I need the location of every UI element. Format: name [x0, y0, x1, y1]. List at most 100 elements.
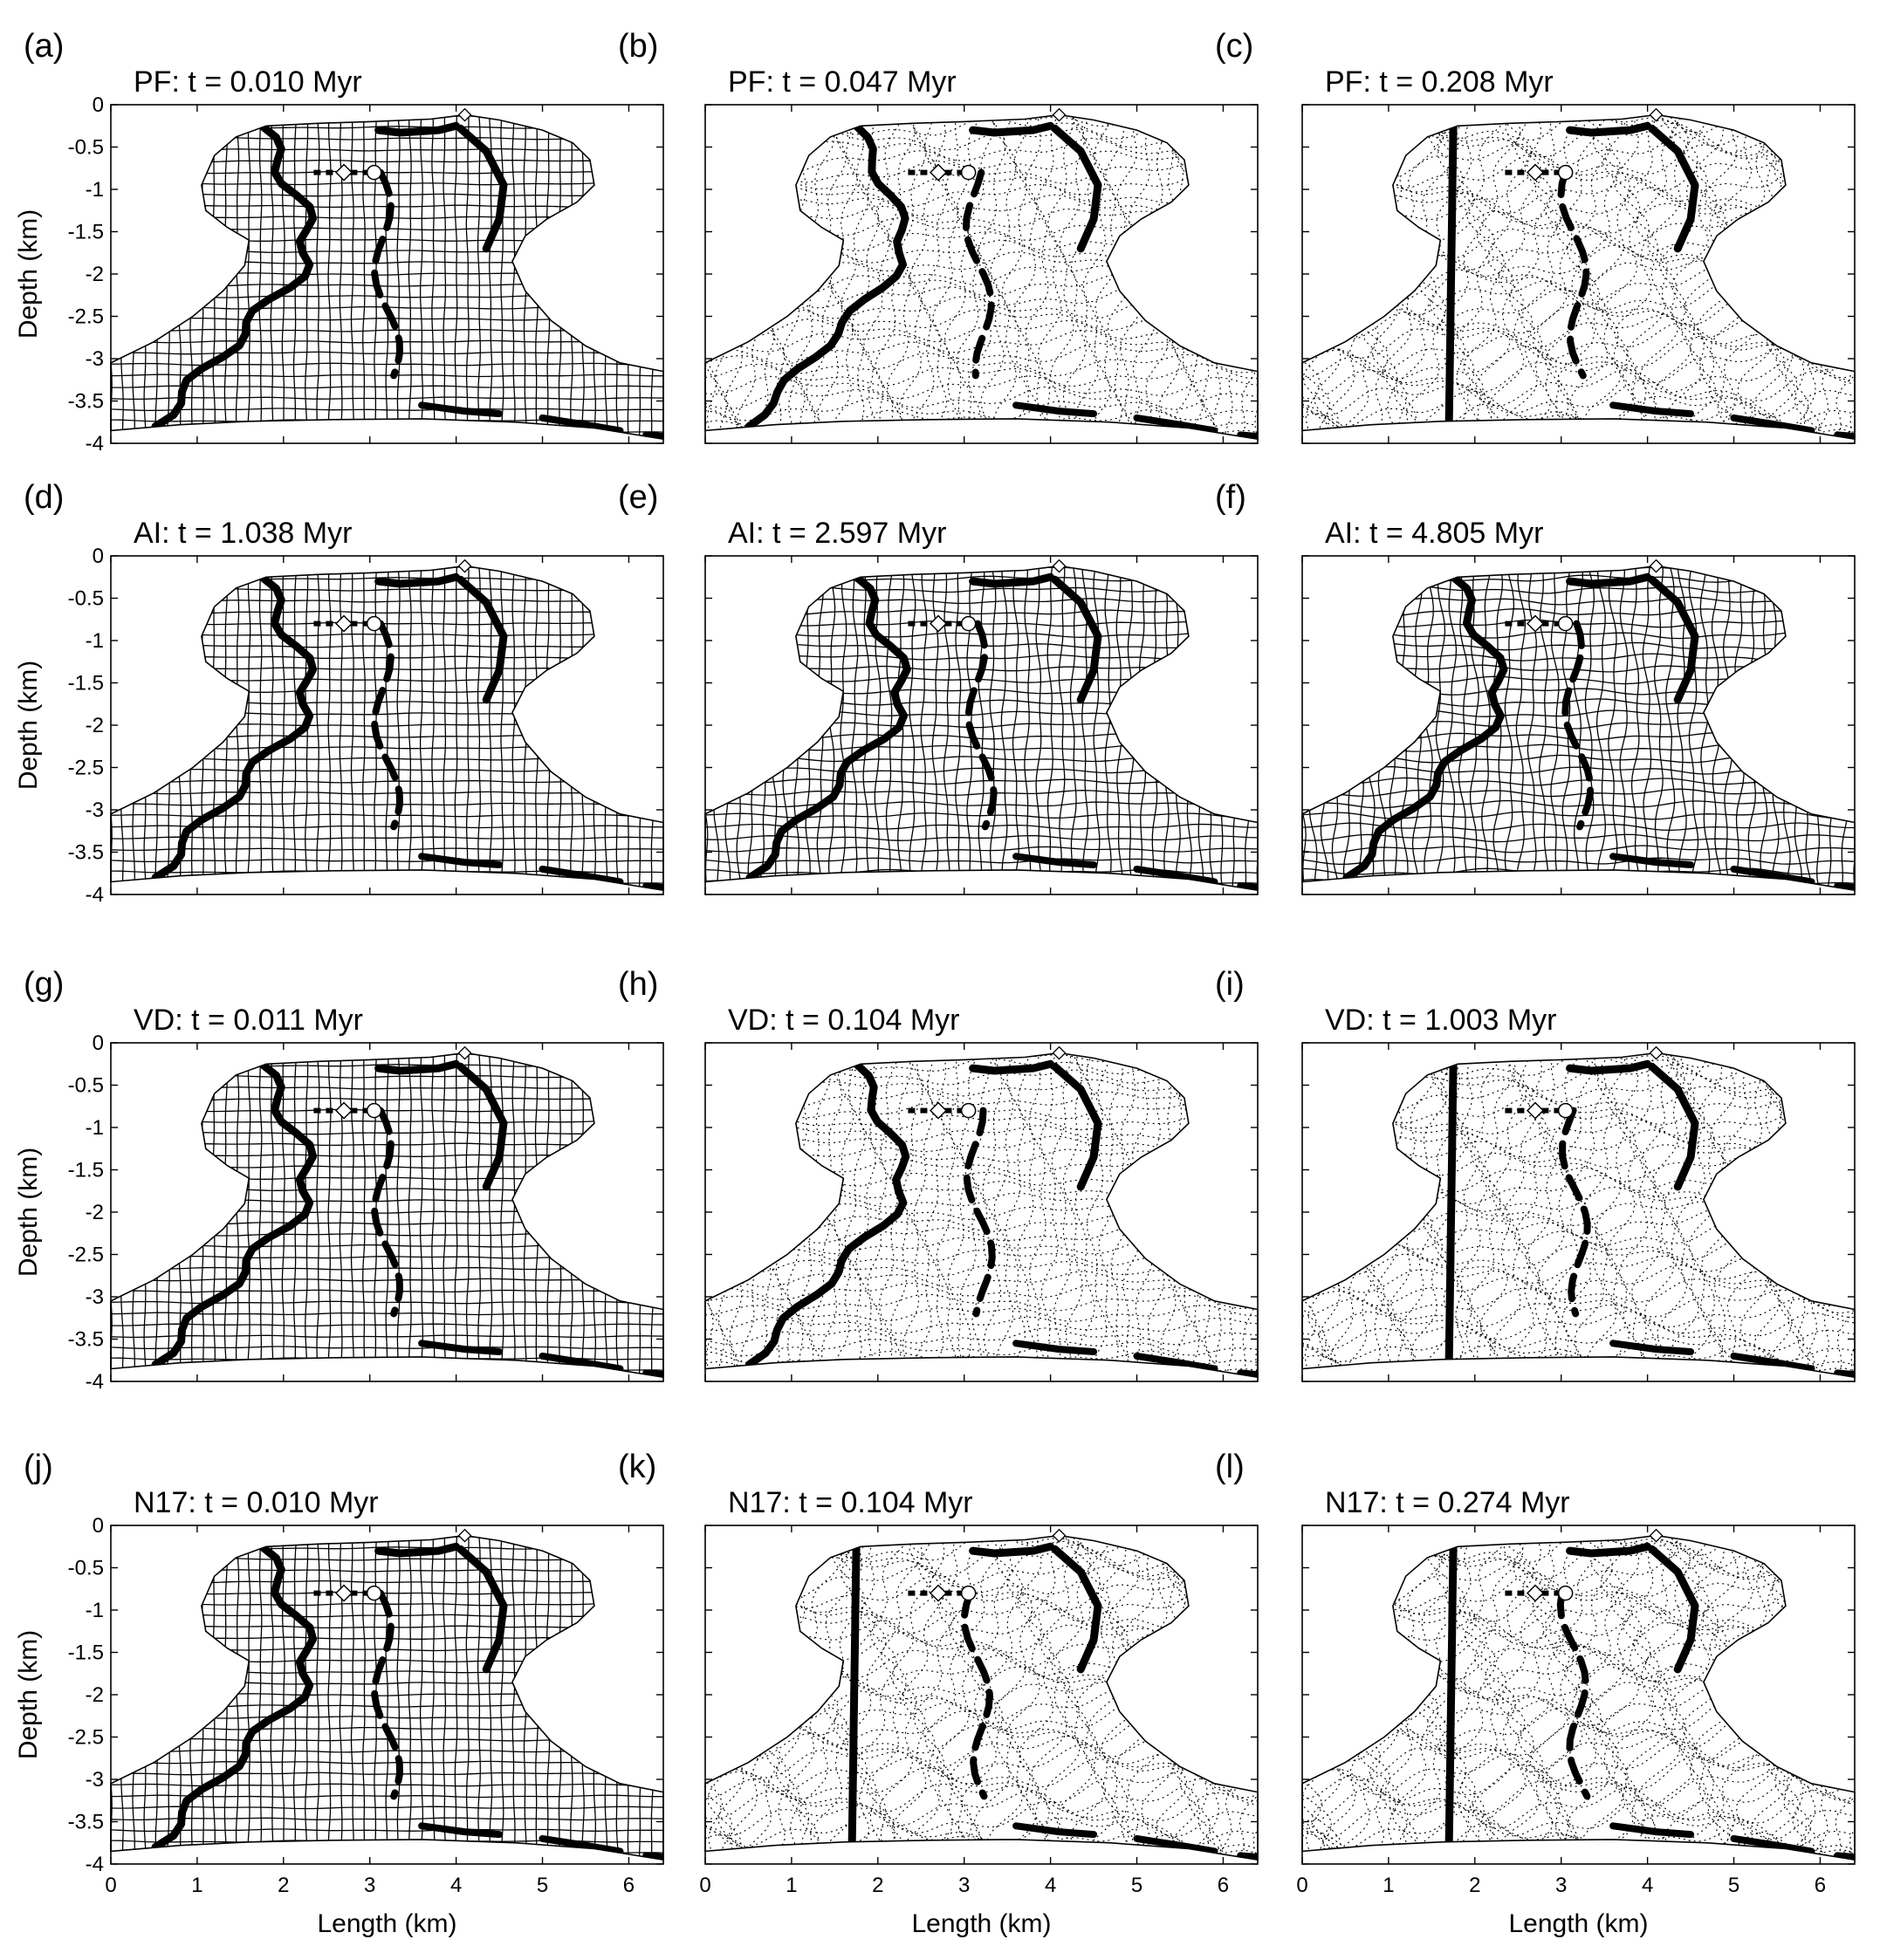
- deformed-mesh: [111, 114, 663, 440]
- x-tick-label: 4: [1045, 1874, 1056, 1897]
- y-tick-label: -0.5: [68, 1074, 104, 1098]
- y-tick-label: -1.5: [68, 221, 104, 244]
- x-axis-label: Length (km): [1508, 1909, 1648, 1938]
- x-axis: [1301, 556, 1822, 894]
- panel-label: (f): [1215, 479, 1246, 516]
- y-tick-label: -1: [86, 178, 104, 202]
- y-tick-label: -3: [86, 798, 104, 822]
- y-tick-label: -4: [86, 883, 104, 907]
- deformed-mesh: [111, 565, 663, 891]
- diamond-marker: [1526, 163, 1545, 182]
- y-tick-label: -4: [86, 1370, 104, 1394]
- circle-marker: [960, 615, 977, 632]
- y-tick-label: -2: [86, 263, 104, 286]
- panel-g: (g) VD: t = 0.011 Myr 0 -0.5 -1 -1.5 -2 -2.5 -3 -…: [14, 966, 664, 1394]
- y-tick-label: -1: [86, 629, 104, 653]
- x-tick-label: 2: [1469, 1874, 1480, 1897]
- summit-marker: [1649, 1045, 1664, 1060]
- marker-layers: [744, 1059, 1258, 1378]
- x-axis: [704, 556, 1225, 894]
- marker-layers: [745, 572, 1258, 891]
- x-tick-label: 4: [450, 1874, 462, 1897]
- summit-marker: [457, 559, 472, 573]
- diamond-marker: [334, 163, 353, 182]
- panel-e: (e) AI: t = 2.597 Myr: [618, 479, 1259, 895]
- y-tick-label: -3.5: [68, 1811, 104, 1834]
- deformed-mesh: [111, 1052, 663, 1378]
- panel-label: (c): [1215, 28, 1253, 65]
- circle-marker: [960, 164, 977, 181]
- panel-label: (i): [1215, 966, 1245, 1003]
- panel-l: (l) N17: t = 0.274 Myr 0 1 2 3 4 5 6 Length (km): [1215, 1449, 1856, 1938]
- y-tick-label: -0.5: [68, 136, 104, 160]
- panel-title: PF: t = 0.208 Myr: [1325, 65, 1554, 99]
- x-axis: 0 1 2 3 4 5 6: [1296, 1525, 1826, 1897]
- y-tick-label: -3.5: [68, 1328, 104, 1352]
- diamond-marker: [334, 1101, 353, 1120]
- y-axis: [705, 1042, 1258, 1382]
- panel-label: (d): [24, 479, 64, 516]
- x-axis: [1301, 1043, 1822, 1381]
- y-tick-label: -3.5: [68, 390, 104, 414]
- circle-marker: [366, 615, 382, 632]
- marker-layers: [847, 1542, 1258, 1861]
- panel-title: AI: t = 4.805 Myr: [1325, 517, 1543, 550]
- diamond-marker: [929, 163, 948, 182]
- y-tick-label: -2: [86, 1683, 104, 1707]
- y-axis-label: Depth (km): [14, 1148, 43, 1277]
- x-axis: [110, 1043, 630, 1381]
- panel-f: (f) AI: t = 4.805 Myr: [1215, 479, 1856, 895]
- deformed-mesh: [705, 1052, 1258, 1378]
- deformed-mesh: [705, 1535, 1258, 1861]
- summit-marker: [457, 1528, 472, 1543]
- y-axis: 0 -0.5 -1 -1.5 -2 -2.5 -3 -3.5 -4: [68, 93, 663, 456]
- panel-title: PF: t = 0.010 Myr: [134, 65, 362, 99]
- summit-marker: [1052, 107, 1067, 122]
- y-axis: [1302, 1525, 1855, 1865]
- y-tick-label: -1: [86, 1116, 104, 1140]
- x-tick-label: 1: [191, 1874, 202, 1897]
- y-tick-label: -1: [86, 1599, 104, 1622]
- panel-title: AI: t = 1.038 Myr: [134, 517, 352, 550]
- circle-marker: [960, 1102, 977, 1119]
- x-tick-label: 0: [1296, 1874, 1307, 1897]
- deformed-mesh: [1302, 114, 1855, 440]
- y-tick-label: -0.5: [68, 587, 104, 611]
- deformed-mesh: [1302, 1052, 1855, 1378]
- y-axis: 0 -0.5 -1 -1.5 -2 -2.5 -3 -3.5 -4: [68, 1031, 663, 1394]
- panel-title: AI: t = 2.597 Myr: [728, 517, 946, 550]
- panel-i: (i) VD: t = 1.003 Myr: [1215, 966, 1856, 1382]
- y-axis: 0 -0.5 -1 -1.5 -2 -2.5 -3 -3.5 -4: [68, 545, 663, 907]
- marker-layers: [1342, 572, 1855, 891]
- marker-layers: [151, 572, 663, 891]
- circle-marker: [1557, 615, 1574, 632]
- y-tick-label: 0: [93, 545, 104, 568]
- panel-title: VD: t = 1.003 Myr: [1325, 1004, 1557, 1037]
- x-tick-label: 2: [872, 1874, 883, 1897]
- marker-layers: [1444, 1059, 1855, 1378]
- x-tick-label: 3: [364, 1874, 375, 1897]
- x-axis: [1301, 105, 1822, 443]
- diamond-marker: [334, 1584, 353, 1602]
- circle-marker: [960, 1585, 977, 1601]
- diamond-marker: [1526, 1584, 1545, 1602]
- panel-b: (b) PF: t = 0.047 Myr: [618, 28, 1259, 444]
- y-tick-label: -2.5: [68, 757, 104, 780]
- y-tick-label: -2.5: [68, 1726, 104, 1750]
- y-axis: [1302, 1042, 1855, 1382]
- y-axis-label: Depth (km): [14, 661, 43, 790]
- x-axis: [704, 105, 1225, 443]
- panel-c: (c) PF: t = 0.208 Myr: [1215, 28, 1856, 444]
- panel-label: (e): [618, 479, 658, 516]
- summit-marker: [1052, 1045, 1067, 1060]
- marker-layers: [151, 1542, 663, 1861]
- x-tick-label: 6: [1815, 1874, 1826, 1897]
- summit-marker: [1649, 107, 1664, 122]
- y-tick-label: 0: [93, 1031, 104, 1055]
- y-axis: [1302, 555, 1855, 895]
- y-tick-label: -3.5: [68, 841, 104, 865]
- panel-title: VD: t = 0.011 Myr: [134, 1004, 363, 1037]
- y-tick-label: -3: [86, 1768, 104, 1792]
- circle-marker: [366, 1102, 382, 1119]
- panel-title: PF: t = 0.047 Myr: [728, 65, 957, 99]
